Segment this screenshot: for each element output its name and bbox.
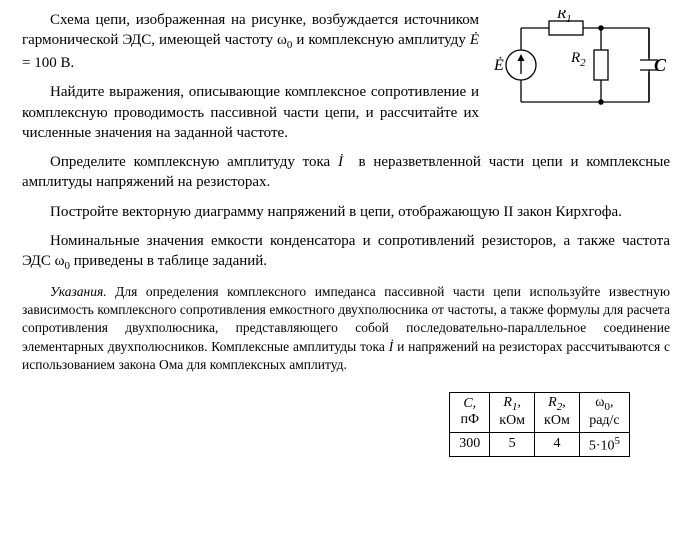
td-c: 300 [450, 432, 490, 457]
td-r2: 4 [535, 432, 580, 457]
note-block: Указания. Для определения комплексного и… [22, 283, 670, 374]
label-e: Ė [493, 56, 504, 74]
label-c: C [654, 55, 666, 75]
label-r2: R2 [570, 50, 586, 69]
th-c: C,пФ [450, 393, 490, 433]
p1-text-c: = 100 В. [22, 55, 74, 71]
p1-E: Ė [470, 32, 479, 48]
circuit-diagram: R1 R2 Ė C [491, 10, 666, 126]
paragraph-4: Постройте векторную диаграмму напряжений… [22, 202, 670, 222]
p3-I: İ [338, 154, 343, 170]
parameters-table: C,пФ R1,кОм R2,кОм ω0,рад/с 300 5 4 5·10… [449, 392, 630, 457]
paragraph-5: Номинальные значения емкости конденсатор… [22, 231, 670, 274]
paragraph-3: Определите комплексную амплитуду тока İ … [22, 152, 670, 193]
p1-text-b: и комплексную амплитуду [292, 32, 469, 48]
table-row: C,пФ R1,кОм R2,кОм ω0,рад/с [450, 393, 630, 433]
th-r2: R2,кОм [535, 393, 580, 433]
td-r1: 5 [490, 432, 535, 457]
table-row: 300 5 4 5·105 [450, 432, 630, 457]
th-r1: R1,кОм [490, 393, 535, 433]
th-w0: ω0,рад/с [579, 393, 629, 433]
p5-text-b: приведены в таблице заданий. [70, 253, 267, 269]
td-w0: 5·105 [579, 432, 629, 457]
note-label: Указания. [50, 284, 107, 299]
p3-text-a: Определите комплексную амплитуду тока [50, 154, 338, 170]
